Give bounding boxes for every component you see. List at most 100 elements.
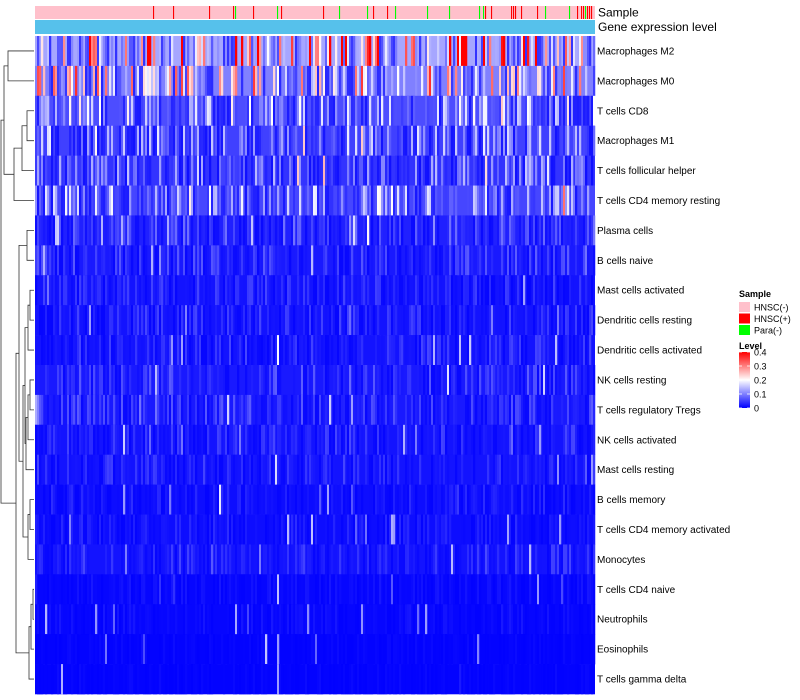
heatmap-cell (533, 514, 536, 545)
heatmap-cell (151, 544, 154, 575)
heatmap-cell (507, 245, 510, 276)
heatmap-cell (371, 155, 374, 186)
heatmap-cell (383, 514, 386, 545)
heatmap-cell (119, 275, 122, 306)
heatmap-cell (189, 514, 192, 545)
heatmap-cell (143, 574, 146, 605)
heatmap-cell (243, 155, 246, 186)
heatmap-cell (449, 65, 452, 97)
heatmap-cell (269, 305, 272, 336)
heatmap-cell (289, 335, 292, 366)
heatmap-cell (291, 185, 294, 216)
heatmap-cell (541, 36, 544, 67)
heatmap-cell (481, 484, 484, 515)
heatmap-cell (199, 664, 202, 695)
heatmap-cell (563, 544, 566, 575)
heatmap-cell (467, 634, 470, 665)
heatmap-cell (447, 544, 450, 575)
heatmap-cell (569, 305, 572, 336)
heatmap-cell (87, 484, 90, 515)
heatmap-cell (507, 574, 510, 605)
heatmap-cell (403, 484, 406, 515)
heatmap-cell (357, 574, 360, 605)
heatmap-cell (463, 484, 466, 515)
heatmap-cell (159, 275, 162, 306)
heatmap-cell (257, 574, 260, 605)
heatmap-cell (73, 544, 76, 575)
heatmap-cell (415, 36, 418, 67)
heatmap-cell (269, 544, 272, 575)
heatmap-cell (97, 664, 100, 695)
heatmap-cell (349, 305, 352, 336)
heatmap-cell (121, 574, 124, 605)
heatmap-cell (213, 185, 216, 216)
heatmap-cell (567, 574, 570, 605)
heatmap-cell (449, 544, 452, 575)
sample-track-mark (427, 6, 429, 19)
heatmap-cell (65, 394, 68, 426)
heatmap-cell (419, 36, 422, 67)
heatmap-cell (517, 544, 520, 575)
heatmap-cell (129, 484, 132, 515)
heatmap-cell (423, 275, 426, 306)
heatmap-cell (191, 245, 194, 276)
heatmap-cell (37, 604, 40, 635)
heatmap-cell (75, 634, 78, 665)
heatmap-cell (539, 514, 542, 545)
heatmap-cell (221, 185, 224, 216)
heatmap-cell (153, 125, 156, 156)
heatmap-cell (341, 365, 344, 396)
heatmap-cell (145, 305, 148, 336)
heatmap-cell (591, 664, 594, 695)
heatmap-row-label: T cells CD4 naive (597, 585, 676, 596)
heatmap-cell (113, 155, 116, 186)
heatmap-cell (219, 95, 222, 127)
heatmap-cell (295, 544, 298, 575)
heatmap-cell (421, 574, 424, 605)
heatmap-cell (329, 215, 332, 246)
heatmap-cell (227, 365, 230, 396)
heatmap-cell (103, 484, 106, 515)
heatmap-cell (291, 454, 294, 485)
heatmap-cell (169, 394, 172, 426)
heatmap-cell (449, 36, 452, 67)
heatmap-cell (455, 484, 458, 515)
heatmap-cell (385, 514, 388, 545)
heatmap-cell (177, 574, 180, 605)
heatmap-cell (257, 424, 260, 456)
heatmap-cell (515, 125, 518, 156)
heatmap-cell (203, 95, 206, 127)
heatmap-cell (313, 365, 316, 396)
heatmap-cell (135, 185, 138, 216)
heatmap-cell (355, 65, 358, 97)
heatmap-cell (561, 185, 564, 216)
heatmap-cell (533, 365, 536, 396)
heatmap-cell (167, 155, 170, 186)
heatmap-cell (225, 574, 228, 605)
heatmap-cell (547, 335, 550, 366)
heatmap-cell (123, 185, 126, 216)
heatmap-cell (375, 125, 378, 156)
heatmap-cell (77, 125, 80, 156)
heatmap-cell (265, 544, 268, 575)
heatmap-cell (161, 305, 164, 336)
heatmap-cell (117, 215, 120, 246)
heatmap-cell (335, 664, 338, 695)
heatmap-cell (171, 664, 174, 695)
heatmap-cell (439, 454, 442, 485)
heatmap-cell (353, 155, 356, 186)
heatmap-cell (99, 95, 102, 127)
heatmap-cell (219, 484, 222, 515)
heatmap-cell (123, 215, 126, 246)
heatmap-cell (565, 305, 568, 336)
heatmap-cell (311, 155, 314, 186)
heatmap-cell (105, 275, 108, 306)
heatmap-cell (481, 215, 484, 246)
heatmap-cell (361, 514, 364, 545)
heatmap-cell (587, 185, 590, 216)
heatmap-cell (133, 65, 136, 97)
heatmap-cell (583, 95, 586, 127)
heatmap-cell (525, 305, 528, 336)
heatmap-cell (137, 245, 140, 276)
heatmap-cell (477, 574, 480, 605)
